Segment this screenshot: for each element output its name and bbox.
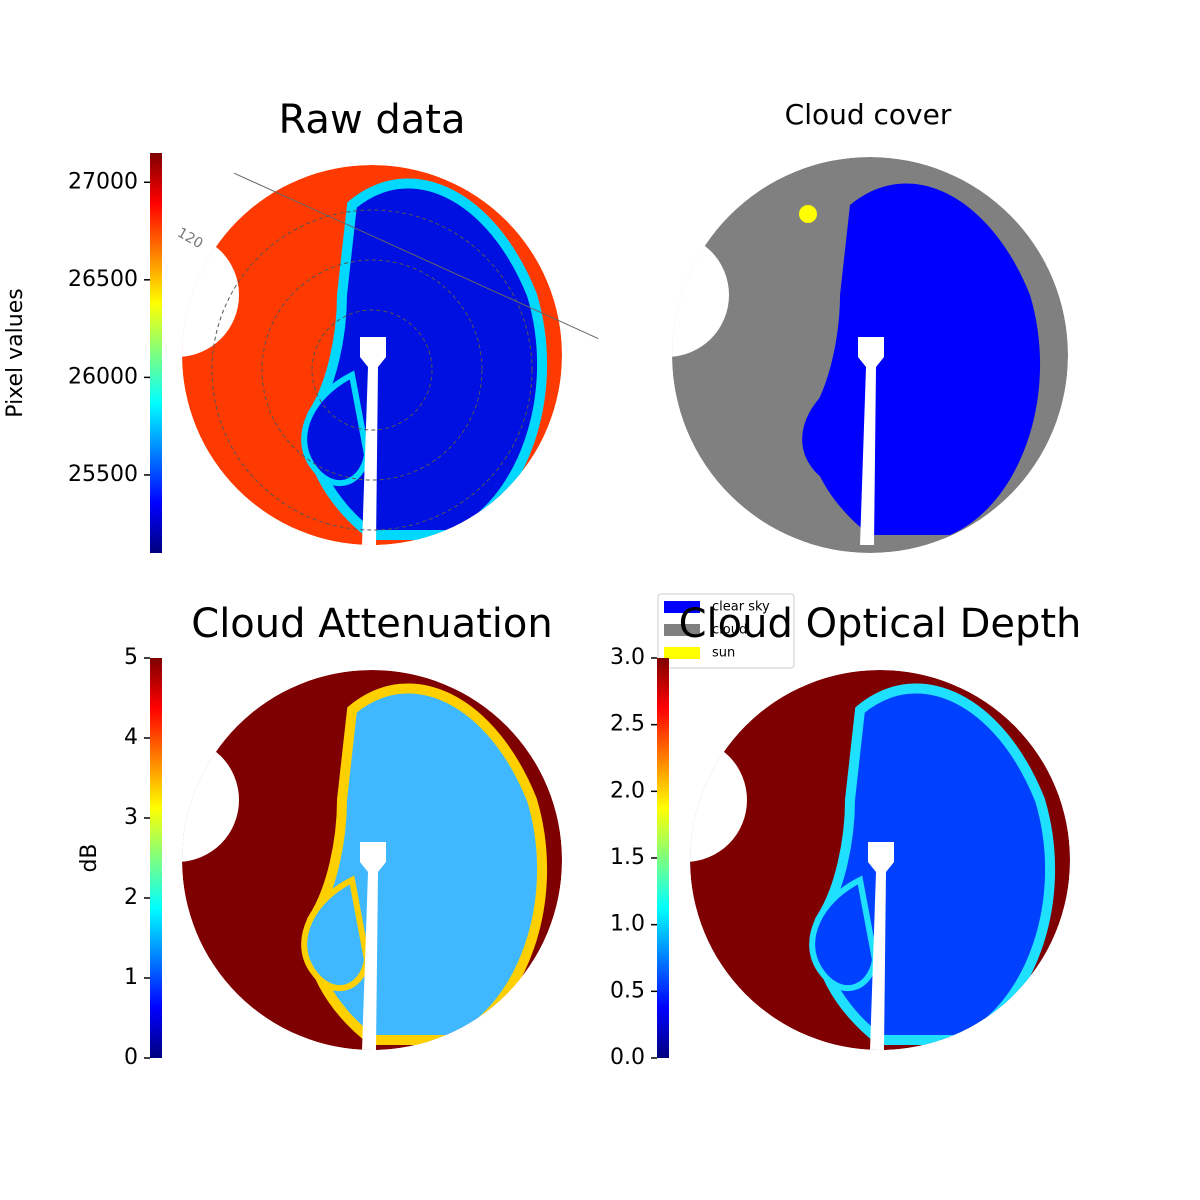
horizon-mask	[690, 738, 747, 862]
legend-swatch	[664, 624, 700, 636]
horizon-mask	[672, 233, 729, 357]
colorbar-tick-label: 25500	[68, 462, 138, 487]
colorbar-tick-label: 26000	[68, 364, 138, 389]
colorbar-label: dB	[77, 843, 102, 872]
panel-title: Cloud Optical Depth	[679, 601, 1082, 647]
colorbar-tick-label: 2	[124, 885, 138, 910]
sky-region	[809, 875, 879, 992]
polar-grid	[261, 259, 483, 481]
legend-swatch	[664, 647, 700, 659]
polar-axis	[233, 172, 599, 340]
mast-mask	[360, 842, 386, 1050]
sky-image	[672, 157, 1068, 553]
sky-region	[802, 375, 865, 484]
polar-grid	[211, 209, 533, 531]
colorbar	[150, 153, 162, 553]
sun-marker	[799, 205, 817, 223]
horizon-mask	[182, 233, 239, 357]
colorbar-tick-label: 0	[124, 1045, 138, 1070]
sky-image	[182, 165, 562, 545]
mast-mask	[868, 842, 894, 1050]
colorbar-tick-label: 0.0	[610, 1045, 645, 1070]
colorbar-tick-label: 0.5	[610, 978, 645, 1003]
colorbar-tick-label: 3.0	[610, 645, 645, 670]
polar-grid	[311, 309, 433, 431]
legend-label: clear sky	[712, 600, 770, 615]
colorbar-tick-label: 27000	[68, 169, 138, 194]
colorbar-tick-label: 1.0	[610, 912, 645, 937]
sky-region	[301, 875, 371, 992]
mast-mask	[858, 337, 884, 545]
colorbar	[657, 658, 669, 1058]
polar-label: 120	[174, 225, 205, 252]
legend-label: sun	[712, 646, 735, 661]
panel-title: Cloud cover	[785, 98, 952, 131]
mast-mask	[360, 337, 386, 545]
sky-region	[301, 370, 371, 487]
colorbar-tick-label: 4	[124, 725, 138, 750]
colorbar-tick-label: 3	[124, 805, 138, 830]
legend-swatch	[664, 601, 700, 613]
colorbar-tick-label: 26500	[68, 267, 138, 292]
colorbar-label: Pixel values	[3, 288, 28, 417]
colorbar-tick-label: 2.0	[610, 778, 645, 803]
legend-label: cloud	[712, 623, 747, 638]
colorbar-tick-label: 1.5	[610, 845, 645, 870]
colorbar-tick-label: 2.5	[610, 712, 645, 737]
panel-title: Raw data	[279, 97, 466, 143]
colorbar-tick-label: 5	[124, 645, 138, 670]
panel-title: Cloud Attenuation	[191, 601, 552, 647]
colorbar-tick-label: 1	[124, 965, 138, 990]
colorbar	[150, 658, 162, 1058]
horizon-mask	[182, 738, 239, 862]
sky-image	[182, 670, 562, 1050]
sky-image	[690, 670, 1070, 1050]
